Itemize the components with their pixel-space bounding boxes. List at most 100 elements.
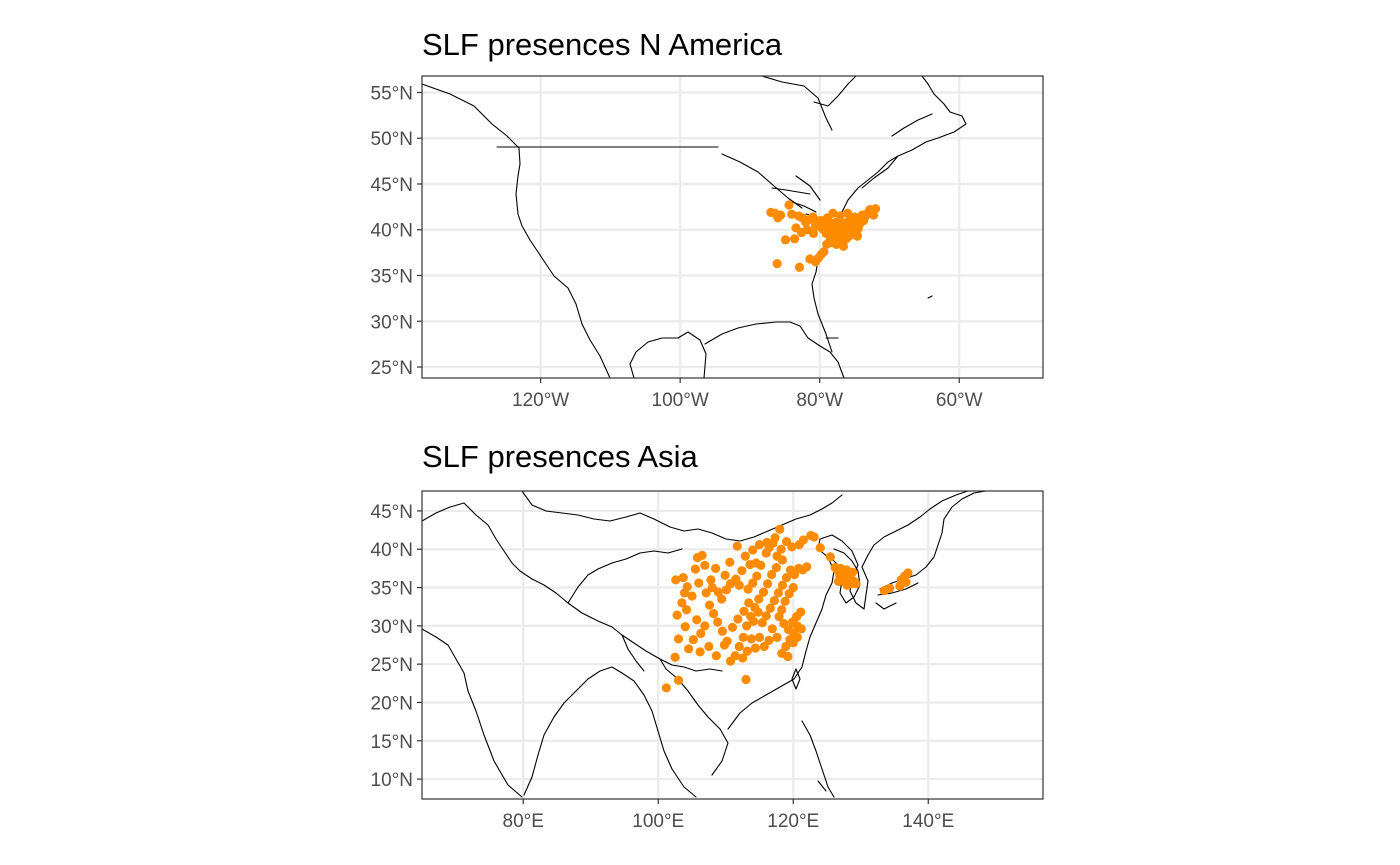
presence-point [673,634,684,644]
presence-point [733,614,743,624]
presence-point [742,621,752,631]
map-panel-north-america: SLF presences N America 120°W 100°W 80°W 60… [371,27,1044,411]
presence-point [750,643,761,653]
presence-point [754,594,764,604]
presence-point [741,674,751,685]
presence-point [748,616,759,626]
presence-point [696,628,706,639]
presence-point [744,598,754,608]
presence-point [688,635,698,645]
y-axis: 25°N 30°N 35°N 40°N 45°N 50°N 55°N [371,83,422,379]
presence-point [821,228,831,239]
presence-point [697,550,707,560]
presence-point [717,594,727,604]
y-tick-label: 10°N [371,770,413,791]
presence-point [732,541,742,551]
x-tick-label: 140°E [902,811,954,832]
presence-point [774,612,784,622]
presence-point [695,647,705,657]
presence-point [780,596,790,606]
presence-point [819,216,829,227]
y-tick-label: 45°N [371,502,413,523]
presence-point [828,208,838,218]
presence-point [777,555,788,565]
presence-point [773,588,783,598]
presence-point [848,567,858,577]
presence-point [754,632,765,642]
presence-point [739,606,749,616]
presence-point [690,564,700,574]
presence-point [725,557,735,567]
presence-point [737,566,747,576]
presence-point [808,228,819,239]
y-tick-label: 50°N [371,129,413,150]
y-tick-label: 25°N [371,358,413,379]
presence-point [792,632,802,642]
presence-point [738,653,748,663]
presence-point [812,215,822,226]
presence-point [679,588,690,598]
presence-point [671,575,681,585]
presence-point [815,543,825,553]
presence-point [870,204,881,214]
presence-point [670,652,680,662]
presence-point [692,615,702,625]
presence-point [879,586,889,596]
presence-point [762,537,772,547]
presence-point [672,610,682,620]
presence-point [763,579,773,589]
presence-point [745,559,755,570]
presence-point [780,235,791,245]
presence-point [673,675,684,685]
presence-point [772,632,782,642]
presence-point [776,544,786,554]
presence-point [711,563,721,573]
presence-point [742,646,752,656]
presence-point [771,563,781,573]
presence-points [661,524,913,693]
presence-point [709,608,719,619]
presence-point [704,641,714,652]
presence-point [809,532,819,542]
presence-point [794,262,805,272]
presence-point [701,588,711,598]
x-axis: 80°E 100°E 120°E 140°E [503,799,954,832]
presence-point [787,542,797,552]
gridlines [422,76,1043,378]
presence-point [684,644,694,654]
presence-point [846,579,856,589]
y-tick-label: 25°N [371,655,413,676]
coastlines [422,76,967,378]
presence-point [775,524,785,534]
presence-point [903,568,913,578]
y-tick-label: 20°N [371,693,413,714]
hudson-bay-coast [721,76,857,209]
presence-point [748,578,758,588]
presence-point [772,259,782,269]
coastlines [422,491,987,798]
presence-point [719,640,729,650]
taiwan-philippines [791,668,835,798]
map-title: SLF presences N America [422,27,783,62]
presence-point [796,624,806,634]
presence-point [777,605,787,615]
x-tick-label: 100°W [652,390,709,411]
presence-point [748,545,758,555]
presence-point [781,641,791,652]
presence-point [700,621,710,631]
presence-point [753,607,763,617]
presence-point [752,571,762,581]
presence-point [727,622,738,632]
presence-point [895,581,905,591]
presence-point [787,209,797,219]
presence-point [833,576,844,587]
y-tick-label: 35°N [371,267,413,288]
presence-point [769,595,779,606]
presence-point [740,551,750,561]
presence-point [677,598,687,608]
presence-point [770,533,780,543]
x-axis: 120°W 100°W 80°W 60°W [512,378,983,411]
presence-point [761,611,771,621]
presence-point [759,641,769,652]
